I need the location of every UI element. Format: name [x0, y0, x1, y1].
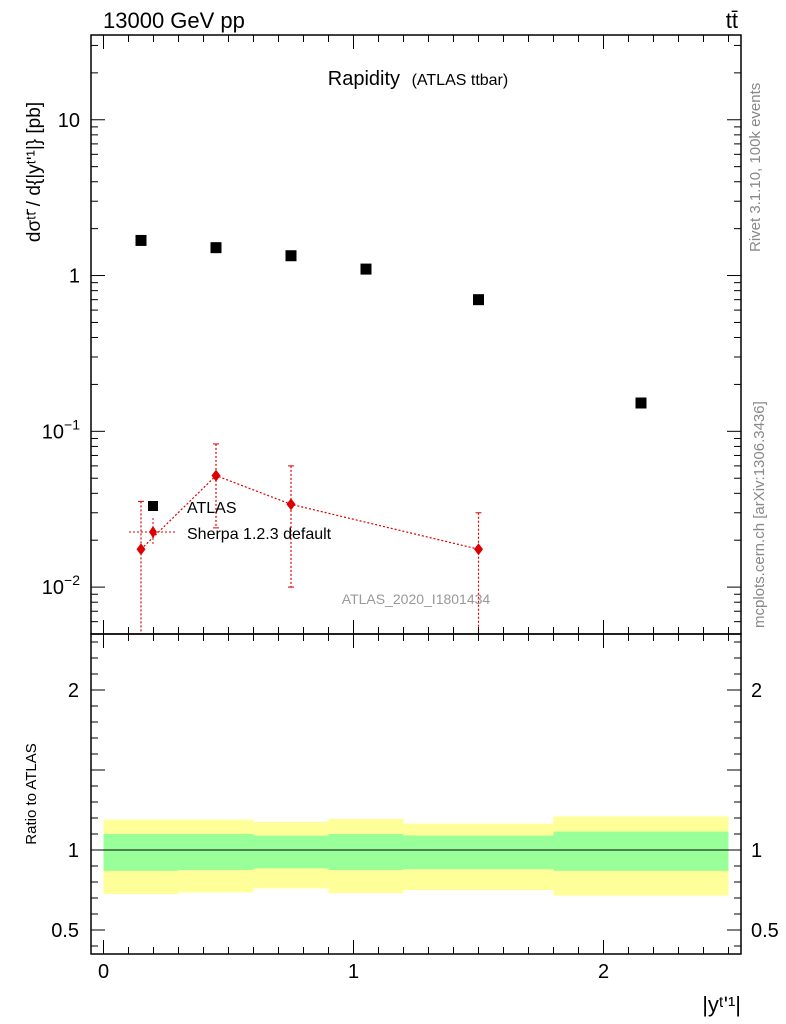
sherpa-point — [136, 543, 146, 556]
atlas-point — [473, 294, 484, 306]
chart-title-main: Rapidity — [328, 68, 400, 90]
y-tick-label-main: 10−2 — [42, 572, 80, 599]
analysis-label: ATLAS_2020_I1801434 — [342, 591, 491, 607]
sherpa-point — [211, 469, 221, 482]
y-tick-label-main: 10 — [58, 110, 80, 132]
y-tick-label-ratio-left: 1 — [68, 840, 79, 862]
legend-atlas-marker — [148, 501, 158, 511]
legend-sherpa-marker — [129, 518, 177, 546]
legend-sherpa-label: Sherpa 1.2.3 default — [187, 526, 332, 543]
ratio-inner-band — [553, 831, 729, 871]
y-tick-label-ratio-left: 0.5 — [51, 920, 79, 942]
x-tick-label: 2 — [598, 961, 609, 983]
rivet-version-label: Rivet 3.1.10, 100k events — [747, 83, 764, 252]
y-tick-label-main: 1 — [69, 266, 80, 288]
y-axis-main-label-text: dσᵗᵗ̄ / d{|yᵗʹ¹|} [pb] — [24, 102, 45, 242]
atlas-point — [360, 263, 372, 275]
header-final-state: tt̄ — [726, 8, 738, 33]
y-tick-label-main: 10−1 — [42, 416, 80, 443]
header-process: 13000 GeV pp — [103, 8, 245, 33]
main-panel: Rapidity (ATLAS ttbar) ATLAS_2020_I18014… — [24, 34, 742, 635]
legend: ATLAS Sherpa 1.2.3 default — [129, 500, 332, 546]
atlas-point — [210, 242, 222, 254]
mcplots-reference-label: mcplots.cern.ch [arXiv:1306.3436] — [751, 401, 768, 628]
sherpa-point — [286, 498, 296, 511]
ratio-inner-band — [103, 834, 179, 871]
x-tick-label: 1 — [348, 961, 359, 983]
sherpa-line — [140, 474, 479, 550]
atlas-point — [285, 250, 297, 262]
y-axis-main-label: dσᵗᵗ̄ / d{|yᵗʹ¹|} [pb] — [24, 102, 45, 242]
chart-subtitle: (ATLAS ttbar) — [412, 72, 509, 89]
main-plot-area — [135, 234, 647, 634]
ratio-frame — [90, 633, 742, 955]
y-tick-label-ratio-right: 2 — [751, 680, 762, 702]
x-axis-label: |yᵗʹ¹| — [702, 992, 741, 1017]
y-axis-ratio-label: Ratio to ATLAS — [23, 743, 40, 844]
atlas-point — [135, 234, 147, 246]
ratio-inner-band — [253, 835, 329, 869]
legend-atlas-label: ATLAS — [187, 500, 237, 517]
y-tick-label-ratio-left: 2 — [68, 680, 79, 702]
x-tick-label: 0 — [98, 961, 109, 983]
ratio-plot-area — [103, 816, 729, 896]
y-tick-label-ratio-right: 1 — [751, 840, 762, 862]
ratio-inner-band — [328, 834, 404, 870]
chart-title: Rapidity (ATLAS ttbar) — [328, 68, 508, 90]
ratio-panel: Ratio to ATLAS |yᵗʹ¹| — [23, 633, 742, 1017]
atlas-point — [635, 397, 647, 409]
ratio-inner-band — [178, 834, 254, 870]
main-frame — [90, 34, 742, 635]
y-tick-label-ratio-right: 0.5 — [751, 920, 779, 942]
sherpa-point — [474, 543, 483, 556]
ratio-inner-band — [403, 835, 554, 870]
